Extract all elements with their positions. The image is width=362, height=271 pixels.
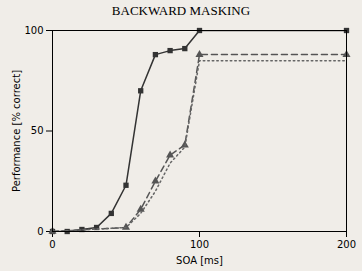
svg-text:SOA [ms]: SOA [ms] (176, 255, 223, 266)
svg-text:50: 50 (31, 125, 44, 136)
svg-text:0: 0 (37, 226, 43, 237)
html-text:BACKWARD MASKING: BACKWARD MASKING (111, 3, 251, 18)
svg-text:Performance [% correct]: Performance [% correct] (11, 70, 22, 192)
svg-text:0: 0 (49, 239, 55, 250)
svg-text:200: 200 (337, 239, 356, 250)
svg-text:100: 100 (190, 239, 209, 250)
svg-text:100: 100 (24, 25, 43, 36)
